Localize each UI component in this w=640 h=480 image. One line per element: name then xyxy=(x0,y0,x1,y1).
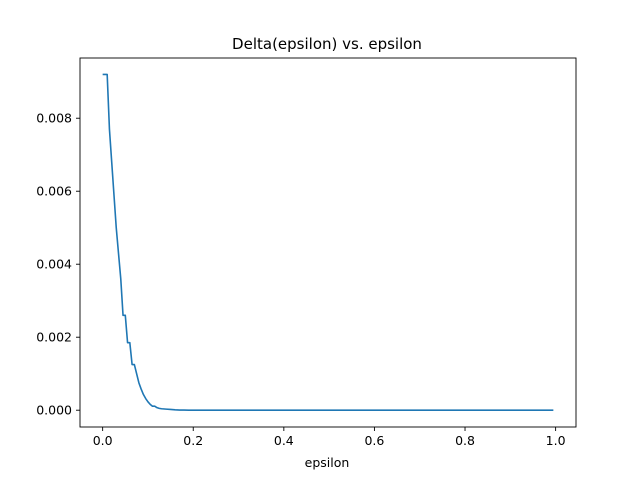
series-line-0 xyxy=(102,73,554,412)
plot-area xyxy=(79,57,577,428)
y-tick-label: 0.000 xyxy=(36,403,72,418)
x-tick-label: 0.8 xyxy=(455,433,475,448)
y-axis: 0.000 0.002 0.004 0.006 0.008 xyxy=(36,111,80,418)
chart-title: Delta(epsilon) vs. epsilon xyxy=(232,35,422,53)
y-tick-label: 0.006 xyxy=(36,184,72,199)
x-tick-label: 0.0 xyxy=(93,433,113,448)
x-tick-label: 0.4 xyxy=(274,433,294,448)
y-tick-label: 0.008 xyxy=(36,111,72,126)
x-tick-label: 0.2 xyxy=(183,433,203,448)
axes-frame xyxy=(79,57,577,428)
x-tick-label: 1.0 xyxy=(546,433,566,448)
x-axis-label: epsilon xyxy=(305,455,350,470)
x-axis: 0.0 0.2 0.4 0.6 0.8 1.0 xyxy=(93,427,566,448)
y-tick-label: 0.004 xyxy=(36,257,72,272)
x-tick-label: 0.6 xyxy=(364,433,384,448)
y-tick-label: 0.002 xyxy=(36,330,72,345)
